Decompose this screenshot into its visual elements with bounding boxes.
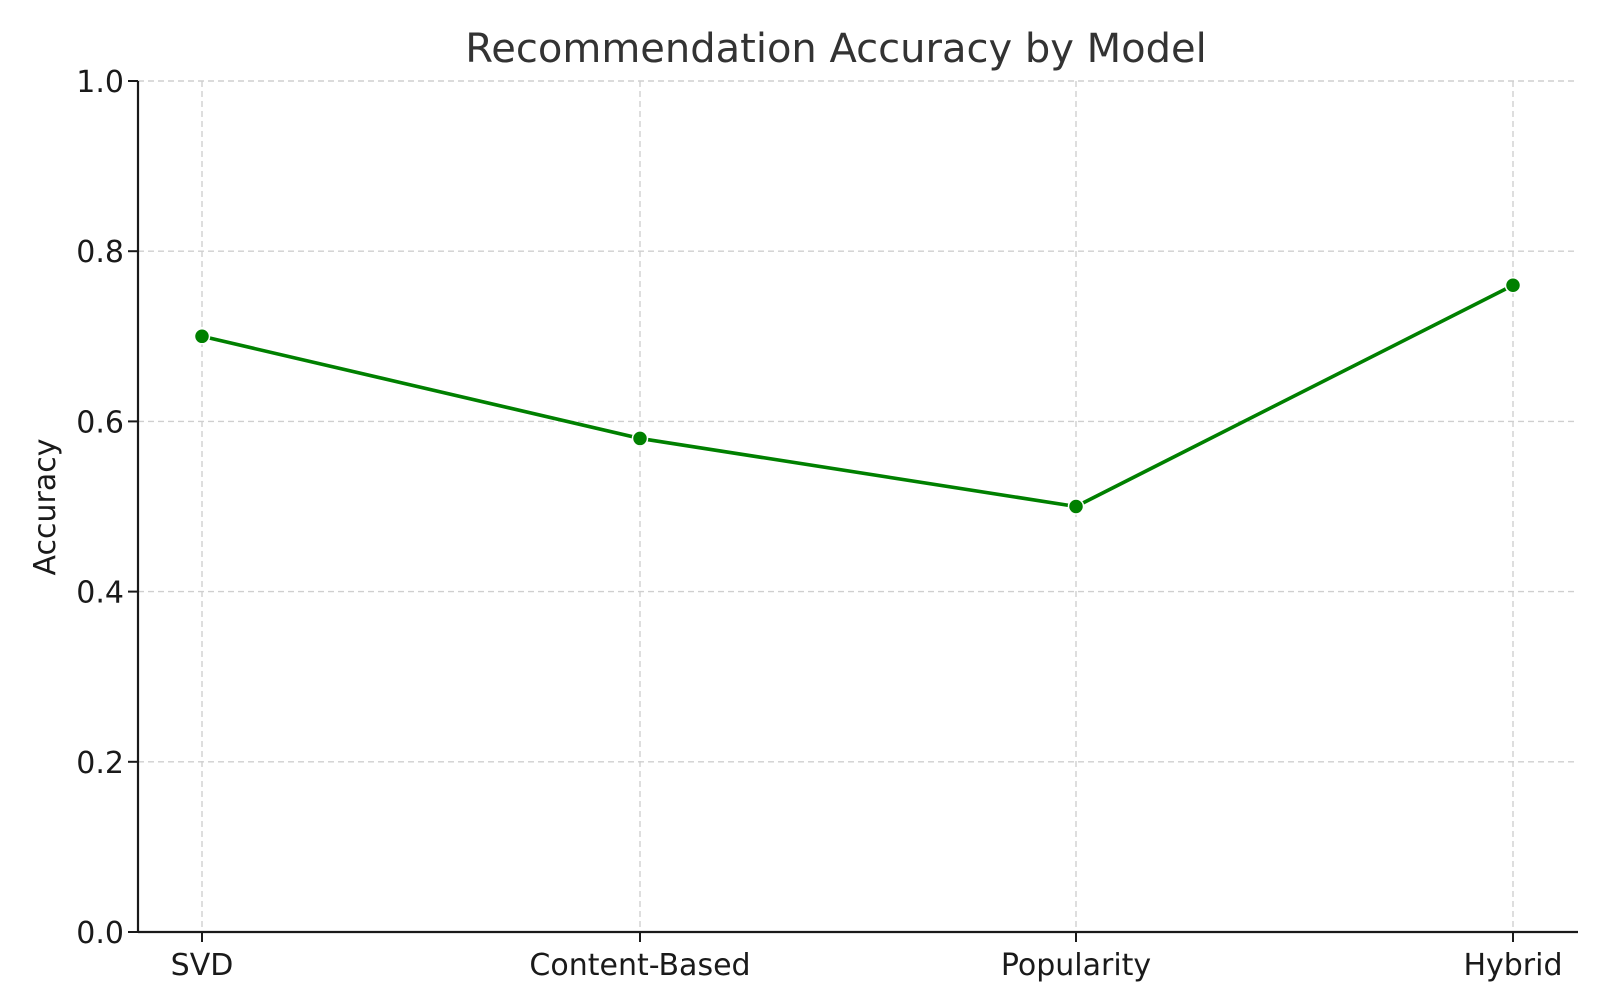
y-tick-label: 0.4 <box>76 576 124 611</box>
series-line <box>200 283 1515 509</box>
data-point-hybrid <box>1504 276 1522 294</box>
x-tick-label: Hybrid <box>1463 948 1562 983</box>
x-tick-label: Popularity <box>1001 948 1151 983</box>
series <box>193 276 1522 515</box>
x-tick-label: SVD <box>171 948 234 983</box>
data-point-popularity <box>1067 498 1085 515</box>
ticks: 0.0 0.2 0.4 0.6 0.8 1.0 SVD Content-Based Popula… <box>76 65 1562 983</box>
grid <box>138 80 1578 932</box>
y-tick-label: 0.0 <box>76 916 124 951</box>
data-point-content-based <box>631 430 649 447</box>
y-tick-label: 0.2 <box>76 746 124 781</box>
data-point-svd <box>193 328 211 345</box>
y-axis-label: Accuracy <box>28 439 63 576</box>
y-tick-label: 0.6 <box>76 405 124 440</box>
axes <box>136 81 1578 934</box>
x-tick-label: Content-Based <box>529 948 750 983</box>
y-tick-label: 0.8 <box>76 235 124 270</box>
chart-title: Recommendation Accuracy by Model <box>465 26 1206 72</box>
y-tick-label: 1.0 <box>76 65 124 100</box>
